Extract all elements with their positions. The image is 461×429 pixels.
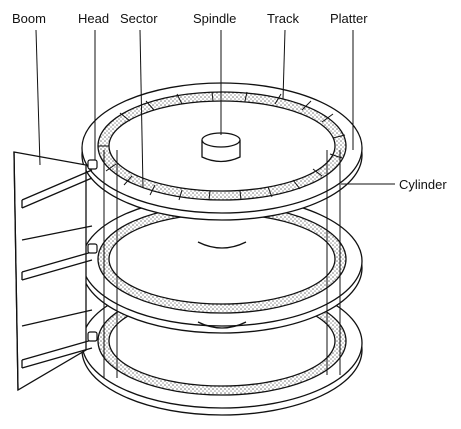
sector-leader: [139, 29, 144, 189]
leader-lines: [35, 29, 395, 189]
track-leader: [282, 29, 286, 100]
label-spindle: Spindle: [193, 11, 236, 26]
read-write-heads: [87, 159, 98, 342]
label-platter: Platter: [330, 11, 368, 26]
label-head: Head: [78, 11, 109, 26]
boom-assembly: [13, 151, 93, 392]
label-track: Track: [267, 11, 300, 26]
label-sector: Sector: [120, 11, 158, 26]
boom-leader: [35, 29, 41, 166]
label-boom: Boom: [12, 11, 46, 26]
cylinder-lines: [103, 150, 341, 378]
platter-middle: [81, 195, 363, 334]
sector-dividers: [98, 91, 346, 201]
label-cylinder: Cylinder: [399, 177, 447, 192]
spindle: [201, 132, 241, 163]
